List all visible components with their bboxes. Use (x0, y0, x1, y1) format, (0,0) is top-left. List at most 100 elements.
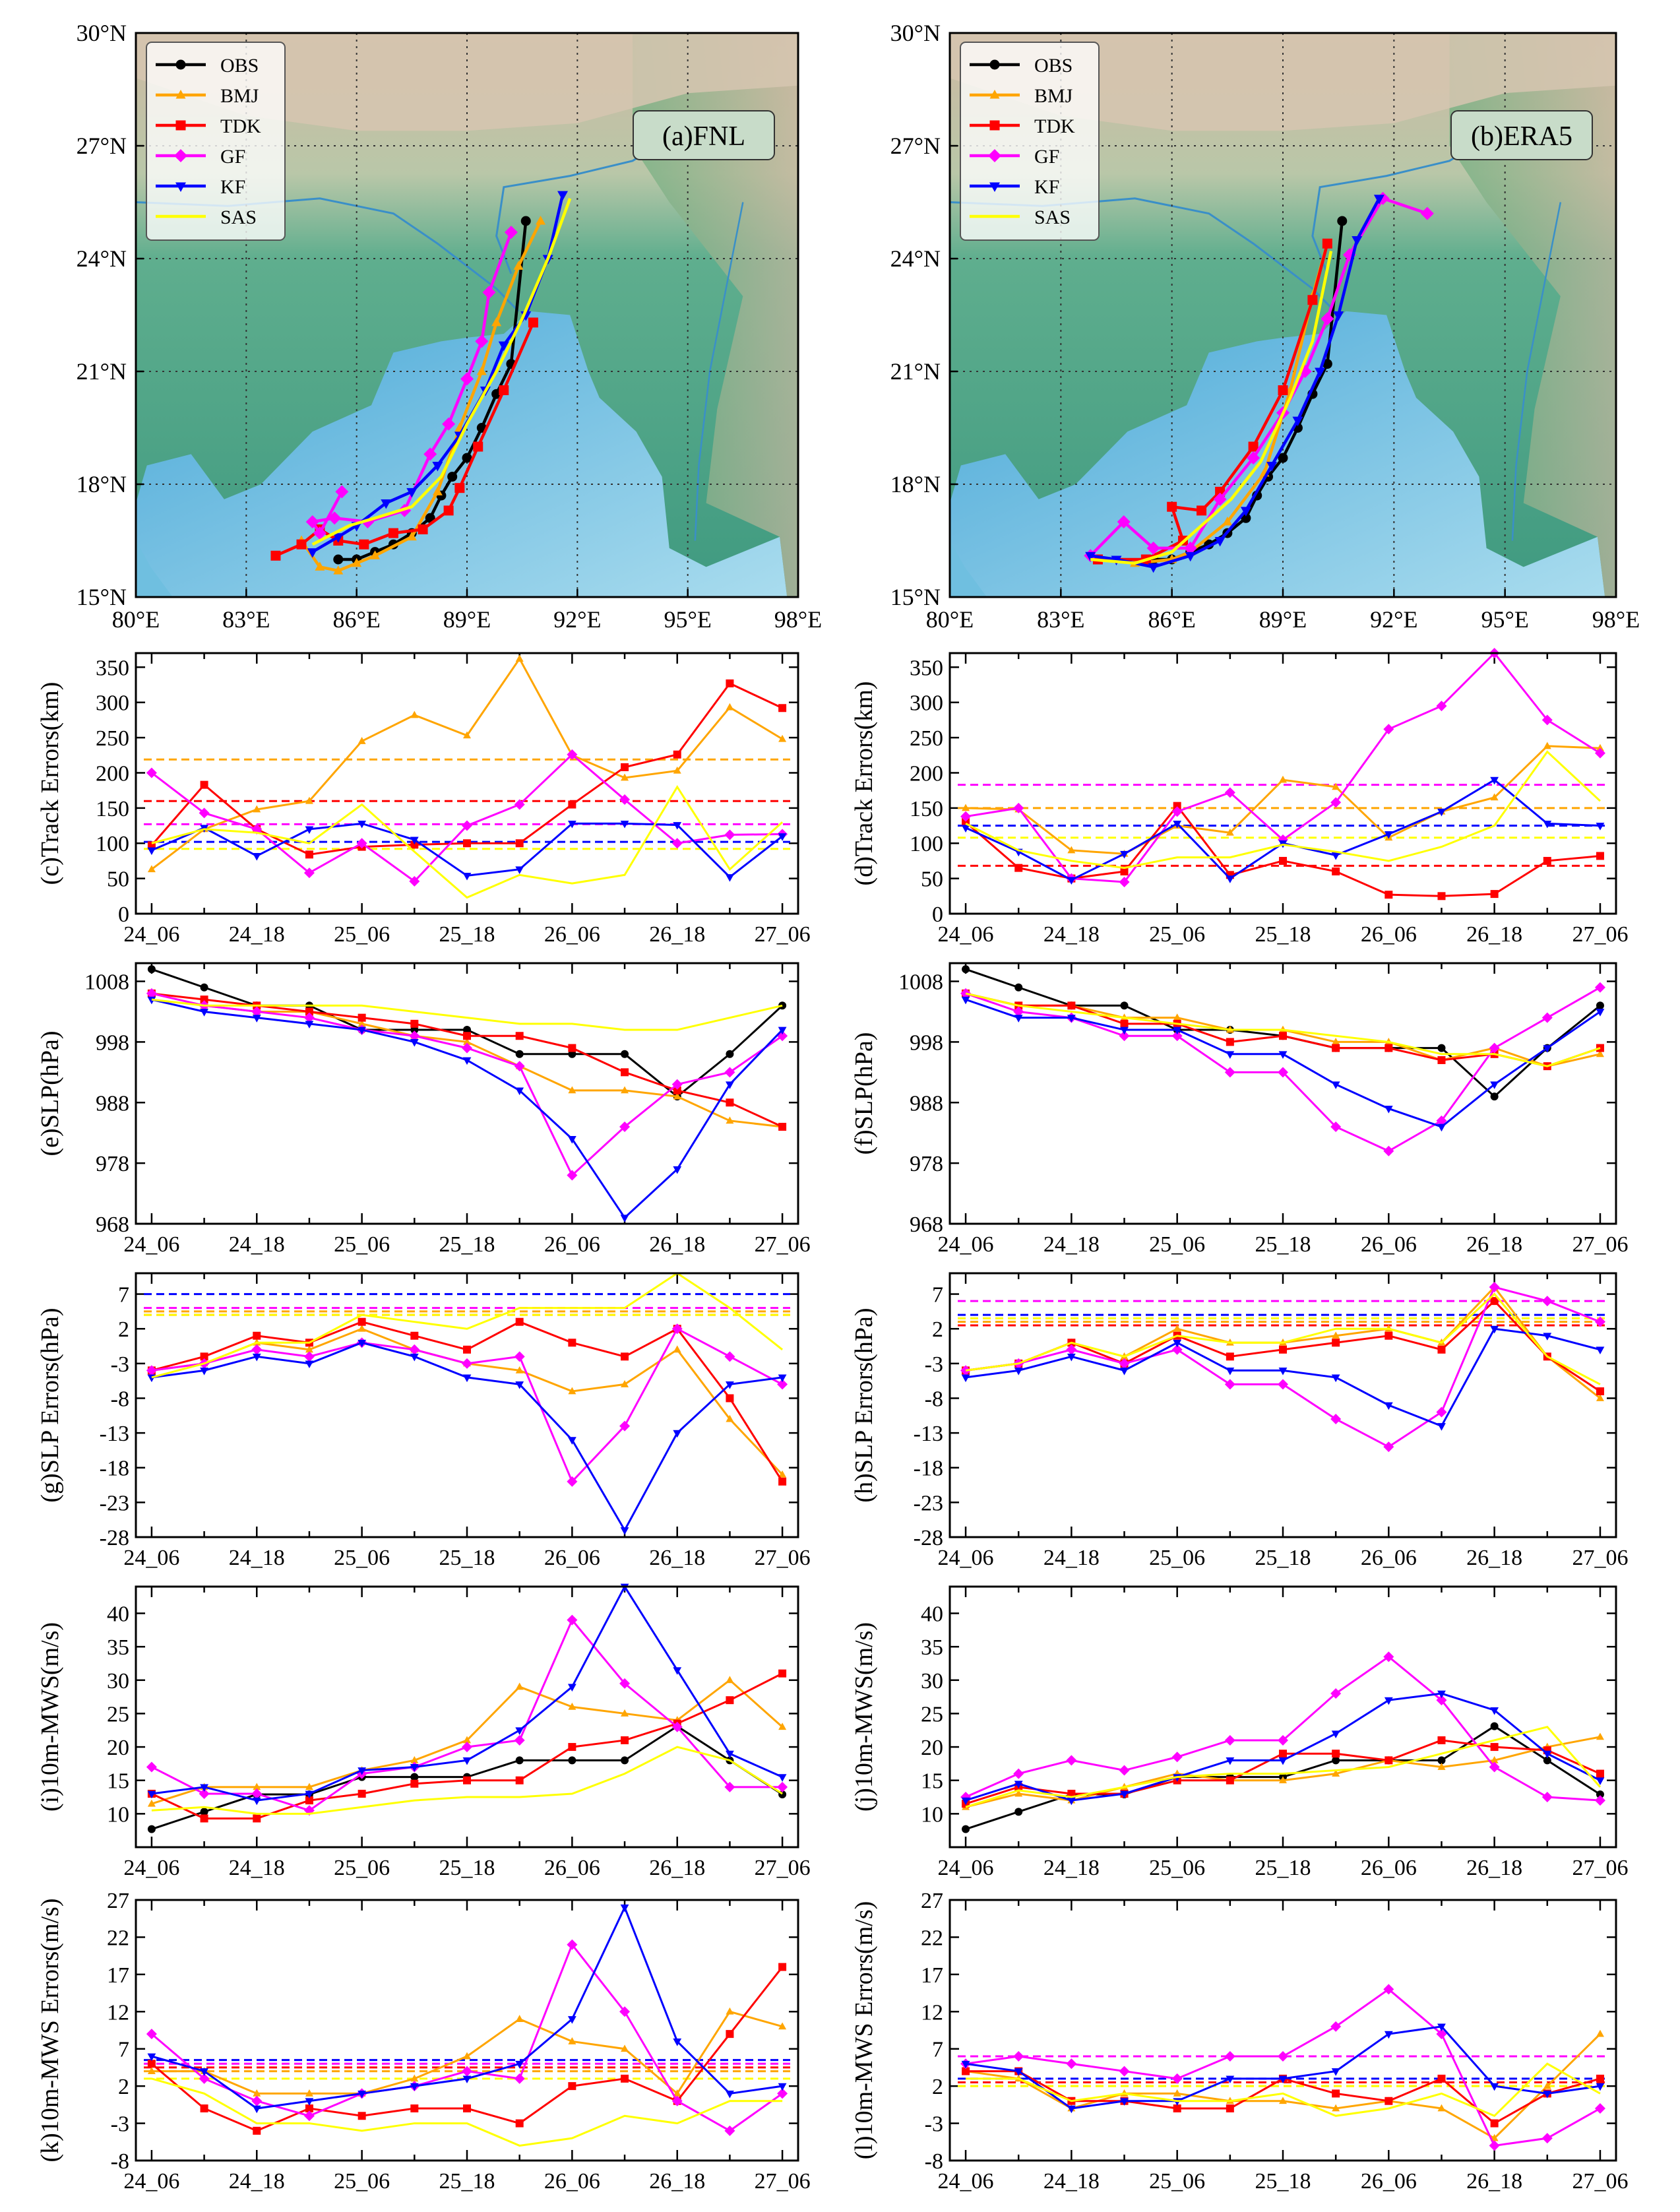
x-tick-label: 24_18 (229, 1856, 285, 1880)
data-point-kf (1331, 1730, 1340, 1739)
legend-label: OBS (220, 55, 259, 77)
map-y-tick-label: 21°N (890, 358, 941, 385)
data-point-obs (1014, 1808, 1023, 1816)
data-point-obs (515, 1050, 524, 1058)
data-point-gf (1489, 1282, 1500, 1293)
data-point-tdk (726, 679, 734, 687)
data-point-kf (252, 1353, 261, 1362)
data-point-kf (515, 1727, 524, 1735)
data-point-kf (620, 820, 629, 829)
data-point-gf (303, 1012, 315, 1023)
x-tick-label: 27_06 (1572, 2169, 1628, 2194)
data-point-tdk (410, 1779, 419, 1788)
data-point-obs (200, 983, 208, 992)
data-point-gf (1594, 982, 1605, 993)
data-point-bmj (621, 773, 629, 781)
data-point-bmj (673, 766, 681, 774)
data-point-gf (1489, 1042, 1500, 1054)
x-tick-label: 26_06 (1361, 1856, 1417, 1880)
track-point-obs (1337, 216, 1348, 226)
data-point-bmj (305, 1783, 313, 1790)
map-x-tick-label: 95°E (1481, 606, 1528, 633)
data-point-bmj (515, 2015, 524, 2022)
data-point-tdk (1437, 1345, 1446, 1354)
x-tick-label: 24_18 (229, 1546, 285, 1570)
data-point-obs (962, 965, 970, 974)
data-point-kf (147, 847, 156, 856)
data-point-tdk (1332, 1750, 1340, 1758)
y-tick-label: -18 (100, 1457, 129, 1481)
x-tick-label: 26_06 (1361, 1232, 1417, 1257)
data-point-tdk (1120, 1019, 1129, 1028)
data-point-kf (620, 1527, 629, 1535)
data-point-kf (778, 1374, 787, 1383)
track-point-tdk (1167, 501, 1177, 512)
track-point-obs (447, 472, 458, 482)
data-point-kf (1437, 2023, 1446, 2032)
x-tick-label: 27_06 (755, 1546, 811, 1570)
plot-frame (949, 1899, 1617, 2162)
y-tick-label: -8 (925, 1387, 943, 1411)
y-tick-label: 12 (921, 2000, 943, 2025)
y-tick-label: 17 (107, 1963, 129, 1988)
data-point-tdk (726, 2030, 734, 2038)
y-tick-label: -13 (100, 1422, 129, 1446)
track-point-kf (1266, 462, 1278, 472)
data-point-gf (462, 2066, 472, 2077)
track-point-gf (328, 511, 342, 525)
data-point-gf (1489, 2140, 1500, 2151)
data-point-kf (1384, 1697, 1393, 1705)
x-tick-label: 25_18 (439, 1856, 495, 1880)
data-point-kf (1490, 1081, 1499, 1089)
data-point-gf (724, 2125, 735, 2136)
data-point-obs (1014, 983, 1023, 992)
data-point-kf (567, 1684, 576, 1692)
track-point-tdk (296, 539, 307, 550)
track-point-gf (313, 526, 327, 540)
data-point-kf (1226, 1367, 1235, 1375)
data-point-kf (1226, 875, 1235, 883)
x-tick-label: 26_06 (1361, 1546, 1417, 1570)
track-point-bmj (491, 317, 502, 327)
track-point-kf (1373, 195, 1384, 205)
track-point-bmj (536, 216, 546, 225)
data-point-bmj (410, 1755, 419, 1763)
map-x-tick-label: 98°E (1592, 606, 1640, 633)
x-tick-label: 25_18 (1255, 922, 1311, 947)
data-point-gf (1436, 2029, 1447, 2040)
legend-label: SAS (1034, 206, 1071, 228)
track-point-gf (335, 485, 349, 499)
data-point-kf (515, 1381, 524, 1389)
data-point-tdk (568, 800, 576, 809)
data-point-bmj (463, 731, 471, 739)
data-point-bmj (305, 796, 313, 804)
data-point-bmj (1173, 1013, 1181, 1021)
data-point-bmj (1437, 1763, 1446, 1770)
map-y-tick-label: 18°N (890, 471, 941, 497)
data-point-tdk (568, 1743, 576, 1752)
data-point-kf (567, 2016, 576, 2024)
data-point-kf (778, 1774, 787, 1782)
data-point-kf (1120, 850, 1129, 859)
data-point-tdk (253, 1814, 261, 1823)
himalaya (136, 33, 798, 131)
data-point-gf (671, 2095, 683, 2106)
track-point-tdk (443, 505, 454, 516)
river-irrawaddy (1511, 202, 1562, 541)
data-point-tdk (1173, 2104, 1181, 2112)
x-tick-label: 26_18 (649, 1856, 705, 1880)
y-tick-label: 7 (118, 2038, 129, 2062)
track-point-kf (332, 533, 344, 543)
track-point-tdk (388, 528, 398, 538)
data-point-gf (1013, 2051, 1024, 2062)
west-sea (136, 540, 173, 597)
data-point-tdk (1384, 1331, 1393, 1340)
data-point-bmj (1226, 828, 1234, 836)
data-point-obs (1596, 1001, 1604, 1010)
x-tick-label: 26_06 (544, 2169, 600, 2194)
track-point-obs (520, 216, 531, 226)
x-tick-label: 24_18 (1043, 2169, 1100, 2194)
data-point-gf (514, 1061, 525, 1072)
legend-label: GF (1034, 146, 1059, 168)
y-tick-label: -8 (111, 1387, 129, 1411)
